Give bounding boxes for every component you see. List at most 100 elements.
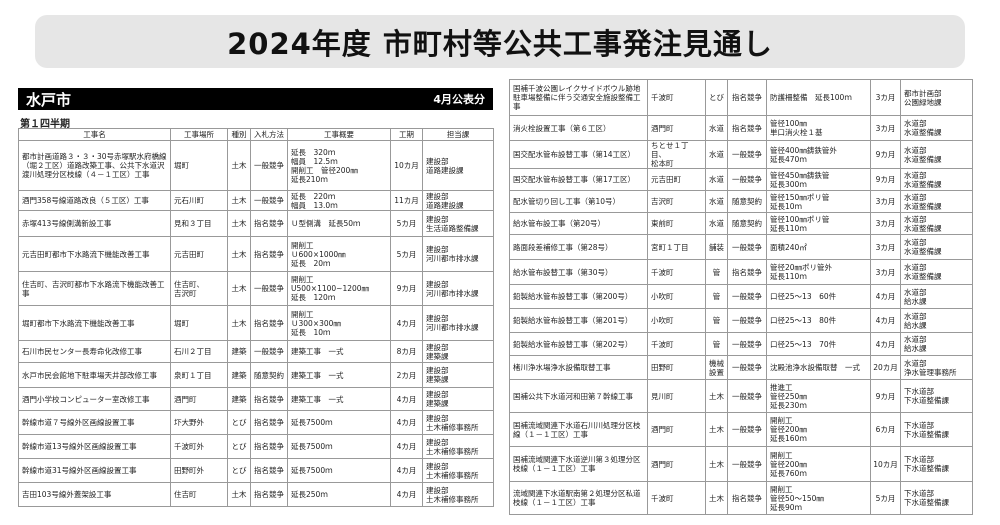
table-row: 石川市民センター長寿命化改修工事 石川２丁目 建築 一般競争 建築工事 一式 8カ月 建設部… (18, 340, 494, 363)
work-period-cell: 3カ月 (870, 79, 901, 116)
bid-method-cell: 一般競争 (727, 284, 767, 309)
bid-method-cell: 随意契約 (727, 212, 767, 235)
table-row: 元吉田町都市下水路流下機能改善工事 元吉田町 土木 指名競争 開削工 Ｕ600×1000… (18, 236, 494, 272)
table-row: 消火栓設置工事（第６工区） 酒門町 水道 指名競争 管径100㎜ 単口消火栓１基 3カ月水… (509, 115, 973, 141)
department-cell: 水道部 給水課 (900, 332, 973, 356)
work-name-cell: 配水管切り回し工事（第10号） (509, 190, 648, 213)
work-overview-cell: 延長 220ｍ 幅員 13.0ｍ (287, 190, 391, 211)
department-cell: 水道部 水道整備課 (900, 115, 973, 141)
table-row: 鉛製給水管布設替工事（第202号） 千波町管一般競争 口径25～13 70件 4カ月水… (509, 332, 973, 356)
bid-method-cell: 一般競争 (727, 332, 767, 356)
work-place-cell: 酒門町 (170, 387, 228, 411)
bid-method-cell: 指名競争 (250, 410, 288, 435)
bid-method-cell: 一般競争 (727, 308, 767, 333)
work-place-cell: 田野町外 (170, 458, 228, 483)
work-type-cell: 水道 (705, 190, 728, 213)
department-cell: 水道部 浄水管理事務所 (900, 355, 973, 380)
table-row: 鉛製給水管布設替工事（第201号） 小吹町管一般競争 口径25～13 80件 4カ月水… (509, 308, 973, 333)
work-name-cell: 消火栓設置工事（第６工区） (509, 115, 648, 141)
department-cell: 建設部 道路建設課 (422, 140, 494, 191)
work-name-cell: 鉛製給水管布設替工事（第202号） (509, 332, 648, 356)
department-cell: 建設部 土木補修事務所 (422, 434, 494, 459)
work-place-cell: 千波町外 (170, 434, 228, 459)
work-name-cell: 国補流域関連下水道石川川処理分区枝線（１－１工区）工事 (509, 412, 648, 447)
work-name-cell: 幹線市道31号線外区画線設置工事 (18, 458, 171, 483)
table-row: 酒門小学校コンピューター室改修工事 酒門町 建築 指名競争 建築工事 一式 4カ月 建設部 … (18, 387, 494, 411)
work-place-cell: 小吹町 (647, 308, 706, 333)
work-overview-cell: 開削工 Ｕ600×1000㎜ 延長 20ｍ (287, 236, 391, 272)
department-cell: 建設部 土木補修事務所 (422, 482, 494, 507)
header-dept: 担当課 (422, 128, 494, 141)
table-row: 給水管布設替工事（第30号） 千波町管指名競争 管径20㎜ポリ管外 延長110ｍ 3カ… (509, 259, 973, 285)
work-period-cell: 9カ月 (870, 140, 901, 169)
work-overview-cell: 開削工 管径50～150㎜ 延長90ｍ (766, 481, 871, 515)
department-cell: 建設部 建築課 (422, 340, 494, 363)
department-cell: 建設部 建築課 (422, 362, 494, 388)
work-period-cell: 5カ月 (870, 481, 901, 515)
work-place-cell: 東前町 (647, 212, 706, 235)
table-row: 幹線市道13号線外区画線設置工事 千波町外 とび 指名競争 延長7500ｍ 4カ月 建設部 … (18, 434, 494, 459)
work-period-cell: 9カ月 (870, 379, 901, 413)
work-overview-cell: 開削工 管径200㎜ 延長160ｍ (766, 412, 871, 447)
department-cell: 水道部 給水課 (900, 308, 973, 333)
work-name-cell: 酒門358号線道路改良（５工区）工事 (18, 190, 171, 211)
bid-method-cell: 指名競争 (727, 259, 767, 285)
work-type-cell: 管 (705, 308, 728, 333)
city-name: 水戸市 (26, 90, 72, 109)
work-place-cell: 吉沢町 (647, 190, 706, 213)
work-place-cell: 石川２丁目 (170, 340, 228, 363)
work-type-cell: 建築 (227, 340, 251, 363)
work-overview-cell: 延長7500ｍ (287, 458, 391, 483)
department-cell: 建設部 河川都市排水課 (422, 271, 494, 306)
work-overview-cell: 開削工 Ｕ300×300㎜ 延長 10ｍ (287, 305, 391, 341)
table-row: 国補公共下水道河和田第７幹線工事 見川町 土木 一般競争 推進工 管径250㎜ 延長23… (509, 379, 973, 413)
department-cell: 水道部 水道整備課 (900, 212, 973, 235)
work-type-cell: 土木 (227, 236, 251, 272)
work-name-cell: 国補千波公園レイクサイドボウル跡地駐車場整備に伴う交通安全施設整備工事 (509, 79, 648, 116)
work-period-cell: 4カ月 (390, 305, 423, 341)
work-place-cell: ちとせ１丁目、 松本町 (647, 140, 706, 169)
work-place-cell: 元吉田町 (170, 236, 228, 272)
department-cell: 建設部 土木補修事務所 (422, 458, 494, 483)
work-period-cell: 3カ月 (870, 212, 901, 235)
work-type-cell: とび (705, 79, 728, 116)
bid-method-cell: 一般競争 (250, 271, 288, 306)
work-place-cell: 田野町 (647, 355, 706, 380)
work-period-cell: 3カ月 (870, 259, 901, 285)
work-name-cell: 幹線市道７号線外区画線設置工事 (18, 410, 171, 435)
header-method: 入札方法 (250, 128, 288, 141)
work-place-cell: 見川町 (647, 379, 706, 413)
work-overview-cell: 管径400㎜鋳鉄管外 延長470ｍ (766, 140, 871, 169)
department-cell: 水道部 給水課 (900, 284, 973, 309)
bid-method-cell: 指名競争 (727, 79, 767, 116)
header-overview: 工事概要 (287, 128, 391, 141)
work-period-cell: 4カ月 (870, 332, 901, 356)
work-place-cell: 小吹町 (647, 284, 706, 309)
work-period-cell: 11カ月 (390, 190, 423, 211)
work-overview-cell: 面積240㎡ (766, 234, 871, 260)
bid-method-cell: 指名競争 (250, 434, 288, 459)
department-cell: 下水道部 下水道整備課 (900, 446, 973, 482)
work-name-cell: 堀町都市下水路流下機能改善工事 (18, 305, 171, 341)
table-row: 赤塚413号線側溝新設工事 見和３丁目 土木 指名競争 Ｕ型側溝 延長50ｍ 5カ月 建設部… (18, 210, 494, 237)
work-name-cell: 赤塚413号線側溝新設工事 (18, 210, 171, 237)
work-name-cell: 給水管布設工事（第20号） (509, 212, 648, 235)
department-cell: 下水道部 下水道整備課 (900, 379, 973, 413)
bid-method-cell: 指名競争 (250, 387, 288, 411)
work-place-cell: 住吉町、 吉沢町 (170, 271, 228, 306)
work-overview-cell: Ｕ型側溝 延長50ｍ (287, 210, 391, 237)
work-overview-cell: 管径100㎜ 単口消火栓１基 (766, 115, 871, 141)
bid-method-cell: 一般競争 (727, 446, 767, 482)
table-row: 堀町都市下水路流下機能改善工事 堀町 土木 指名競争 開削工 Ｕ300×300㎜ 延長 … (18, 305, 494, 341)
work-name-cell: 石川市民センター長寿命化改修工事 (18, 340, 171, 363)
table-row: 給水管布設工事（第20号） 東前町 水道 随意契約 管径100㎜ポリ管 延長110ｍ 3カ… (509, 212, 973, 235)
table-row: 路面段差補修工事（第28号） 宮町１丁目 舗装 一般競争 面積240㎡ 3カ月 水道部 水道… (509, 234, 973, 260)
work-type-cell: 土木 (227, 271, 251, 306)
work-type-cell: とび (227, 410, 251, 435)
work-place-cell: 見和３丁目 (170, 210, 228, 237)
work-period-cell: 3カ月 (870, 115, 901, 141)
work-name-cell: 鉛製給水管布設替工事（第201号） (509, 308, 648, 333)
work-type-cell: とび (227, 434, 251, 459)
department-cell: 水道部 水道整備課 (900, 234, 973, 260)
work-period-cell: 9カ月 (870, 168, 901, 191)
